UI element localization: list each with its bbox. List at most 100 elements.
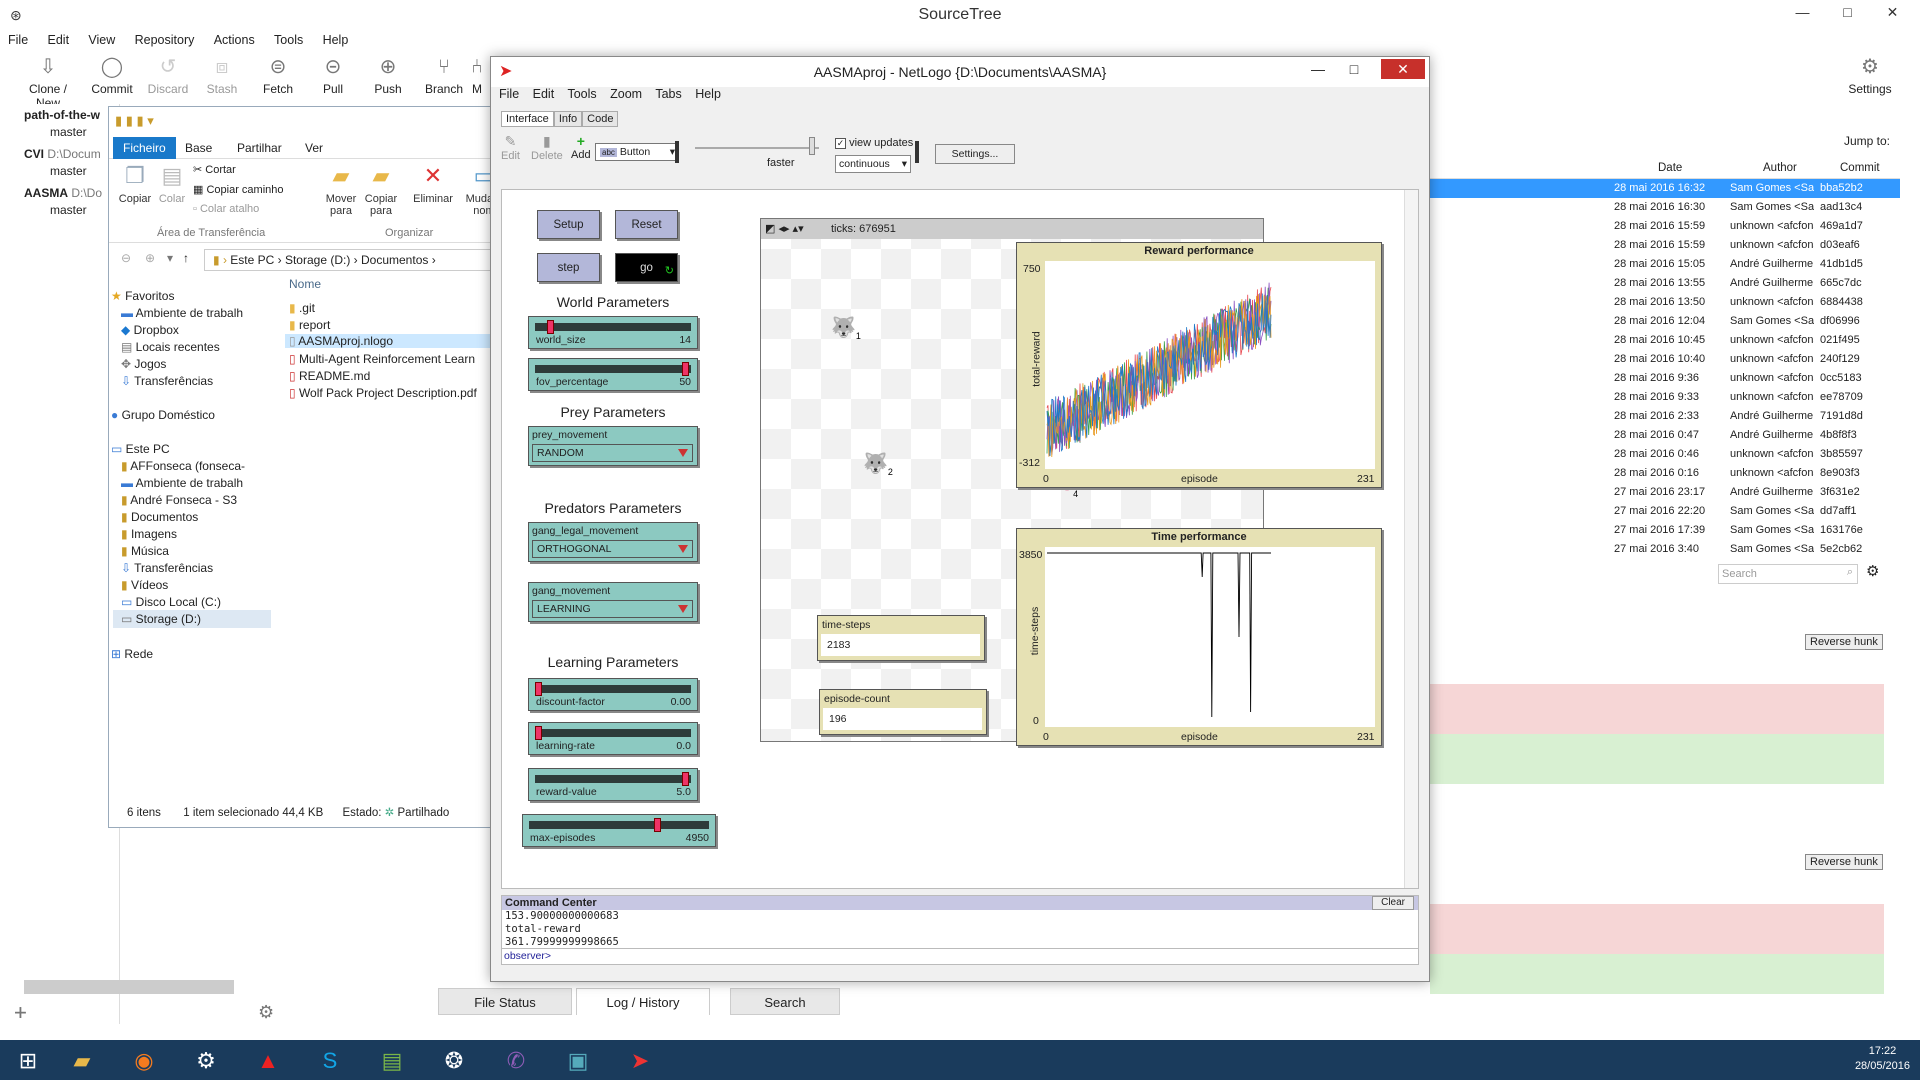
nl-menu-help[interactable]: Help xyxy=(695,87,721,101)
slider-knob[interactable] xyxy=(535,726,542,740)
nl-menu-tools[interactable]: Tools xyxy=(567,87,597,101)
file-item[interactable]: ▮ .git xyxy=(289,301,315,315)
slider-knob[interactable] xyxy=(535,682,542,696)
slider-max-episodes[interactable]: max-episodes 4950 xyxy=(522,814,716,847)
menu-edit[interactable]: Edit xyxy=(47,33,70,47)
chooser-select[interactable]: RANDOM xyxy=(532,444,693,462)
nav-este-pc[interactable]: ▭ Este PC xyxy=(111,442,170,456)
copy-to-button[interactable]: ▰ Copiar para xyxy=(363,159,399,217)
nl-menu-file[interactable]: File xyxy=(499,87,520,101)
setup-button[interactable]: Setup xyxy=(537,210,600,239)
close-button[interactable]: ✕ xyxy=(1886,4,1899,20)
nav-storage-d[interactable]: ▭ Storage (D:) xyxy=(113,610,271,628)
file-item[interactable]: ▯ AASMAproj.nlogo xyxy=(285,334,509,348)
file-item[interactable]: ▯ README.md xyxy=(289,369,370,383)
menu-help[interactable]: Help xyxy=(322,33,349,47)
cut-button[interactable]: ✂ Cortar xyxy=(193,163,236,176)
command-input[interactable]: observer> xyxy=(502,948,1418,964)
chooser-gang-movement[interactable]: gang_movement LEARNING xyxy=(528,582,698,622)
settings-button[interactable]: ⚙ Settings xyxy=(1840,52,1900,96)
menu-view[interactable]: View xyxy=(88,33,116,47)
slider-knob[interactable] xyxy=(682,772,689,786)
nav-transferencias[interactable]: ⇩ Transferências xyxy=(121,561,213,575)
vertical-scrollbar[interactable] xyxy=(1404,190,1418,888)
nav-desktop[interactable]: ▬ Ambiente de trabalh xyxy=(121,306,243,320)
slider-world-size[interactable]: world_size 14 xyxy=(528,316,698,349)
steam-taskbar[interactable]: ⚙ xyxy=(178,1044,234,1078)
photos-taskbar[interactable]: ▣ xyxy=(550,1044,606,1078)
breadcrumb-documentos[interactable]: Documentos xyxy=(361,253,429,267)
repo-settings-icon[interactable]: ⚙ xyxy=(258,1002,275,1022)
commit-row[interactable]: 27 mai 2016 22:20 Sam Gomes <Sam dd7aff1 xyxy=(1430,502,1900,521)
file-item[interactable]: ▯ Wolf Pack Project Description.pdf xyxy=(289,386,477,400)
tab-partilhar[interactable]: Partilhar xyxy=(237,141,282,155)
chooser-gang-legal-movement[interactable]: gang_legal_movement ORTHOGONAL xyxy=(528,522,698,562)
commit-row[interactable]: 28 mai 2016 15:59 unknown <afcfons d03eaf6 xyxy=(1430,236,1900,255)
commit-row[interactable]: 28 mai 2016 15:59 unknown <afcfons 469a1d7 xyxy=(1430,217,1900,236)
repo-item[interactable]: path-of-the-w master xyxy=(0,104,119,143)
tab-log-history[interactable]: Log / History xyxy=(576,988,710,1015)
nav-user[interactable]: ▮ AFFonseca (fonseca- xyxy=(121,459,245,473)
tab-ficheiro[interactable]: Ficheiro xyxy=(113,137,176,159)
add-repo-icon[interactable]: + xyxy=(14,1000,27,1025)
nl-menu-tabs[interactable]: Tabs xyxy=(655,87,682,101)
speed-slider-thumb[interactable] xyxy=(809,137,815,155)
commit-row[interactable]: 28 mai 2016 16:30 Sam Gomes <Sam aad13c4 xyxy=(1430,198,1900,217)
tab-search[interactable]: Search xyxy=(730,988,840,1015)
repo-item[interactable]: CVI D:\Docum master xyxy=(0,143,119,182)
nav-desktop-pc[interactable]: ▬ Ambiente de trabalh xyxy=(121,476,243,490)
acrobat-taskbar[interactable]: ▲ xyxy=(240,1044,296,1078)
commit-row[interactable]: 28 mai 2016 0:16 unknown <afcfons 8e903f3 xyxy=(1430,464,1900,483)
commit-row[interactable]: 28 mai 2016 13:50 unknown <afcfons 6884438 xyxy=(1430,293,1900,312)
push-button[interactable]: ⊕ Push xyxy=(358,52,418,96)
add-widget-button[interactable]: + Add xyxy=(571,133,591,161)
minimize-button[interactable]: — xyxy=(1795,4,1810,20)
paste-shortcut-button[interactable]: ▫ Colar atalho xyxy=(193,203,259,215)
commit-row[interactable]: 27 mai 2016 3:40 Sam Gomes <Sam 5e2cb62 xyxy=(1430,540,1900,559)
maximize-button[interactable]: □ xyxy=(1349,61,1359,77)
commit-row[interactable]: 28 mai 2016 0:46 unknown <afcfons 3b85597 xyxy=(1430,445,1900,464)
breadcrumb-storage[interactable]: Storage (D:) xyxy=(284,253,351,267)
tab-info[interactable]: Info xyxy=(553,111,583,127)
address-bar[interactable]: ▮ › Este PC › Storage (D:) › Documentos … xyxy=(204,249,509,271)
file-item[interactable]: ▮ report xyxy=(289,318,330,332)
nav-documentos[interactable]: ▮ Documentos xyxy=(121,510,198,524)
paste-button[interactable]: ▤ Colar xyxy=(157,159,187,205)
maximize-button[interactable]: □ xyxy=(1843,4,1852,20)
commit-row[interactable]: 28 mai 2016 2:33 André Guilherme C 7191d8d xyxy=(1430,407,1900,426)
tab-ver[interactable]: Ver xyxy=(305,141,324,155)
back-icon[interactable]: ⊖ xyxy=(121,251,132,265)
slider-fov-percentage[interactable]: fov_percentage 50 xyxy=(528,358,698,391)
repo-item[interactable]: AASMA D:\Do master xyxy=(0,182,119,221)
discard-button[interactable]: ↺ Discard xyxy=(138,52,198,96)
chooser-prey-movement[interactable]: prey_movement RANDOM xyxy=(528,426,698,466)
netlogo-taskbar[interactable]: ➤ xyxy=(612,1044,668,1078)
menu-actions[interactable]: Actions xyxy=(213,33,255,47)
commit-row[interactable]: 28 mai 2016 10:45 unknown <afcfons 021f495 xyxy=(1430,331,1900,350)
chooser-select[interactable]: ORTHOGONAL xyxy=(532,540,693,558)
name-column-header[interactable]: Nome xyxy=(289,277,322,291)
settings-button[interactable]: Settings... xyxy=(935,144,1015,164)
commit-row[interactable]: 28 mai 2016 10:40 unknown <afcfons 240f129 xyxy=(1430,350,1900,369)
slider-knob[interactable] xyxy=(547,320,554,334)
commit-row[interactable]: 28 mai 2016 15:05 André Guilherme C 41db1d… xyxy=(1430,255,1900,274)
nav-s3[interactable]: ▮ André Fonseca - S3 xyxy=(121,493,237,507)
tab-interface[interactable]: Interface xyxy=(501,111,554,127)
nav-videos[interactable]: ▮ Vídeos xyxy=(121,578,168,592)
commit-row[interactable]: 28 mai 2016 12:04 Sam Gomes <Sam df06996 xyxy=(1430,312,1900,331)
file-explorer-taskbar[interactable]: ▰ xyxy=(54,1044,110,1078)
commit-row[interactable]: 28 mai 2016 16:32 Sam Gomes <Sam bba52b2 xyxy=(1430,179,1900,198)
nav-musica[interactable]: ▮ Música xyxy=(121,544,169,558)
up-arrow-icon[interactable]: ↑ xyxy=(183,251,189,265)
clear-button[interactable]: Clear xyxy=(1372,896,1414,910)
commit-button[interactable]: ◯ Commit xyxy=(82,52,142,96)
nav-jogos[interactable]: ✥ Jogos xyxy=(121,357,166,371)
slider-knob[interactable] xyxy=(682,362,689,376)
speed-slider[interactable] xyxy=(695,147,819,149)
editor-taskbar[interactable]: ▤ xyxy=(364,1044,420,1078)
observer-prompt[interactable]: observer> xyxy=(504,950,551,962)
edit-widget-button[interactable]: ✎ Edit xyxy=(501,133,520,162)
firefox-taskbar[interactable]: ◉ xyxy=(116,1044,172,1078)
nav-disco-c[interactable]: ▭ Disco Local (C:) xyxy=(121,595,221,609)
step-button[interactable]: step xyxy=(537,253,600,282)
